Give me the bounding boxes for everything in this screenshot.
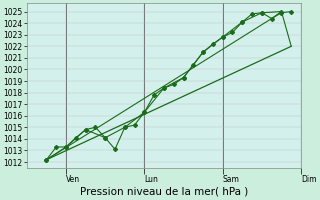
X-axis label: Pression niveau de la mer( hPa ): Pression niveau de la mer( hPa ) bbox=[80, 187, 248, 197]
